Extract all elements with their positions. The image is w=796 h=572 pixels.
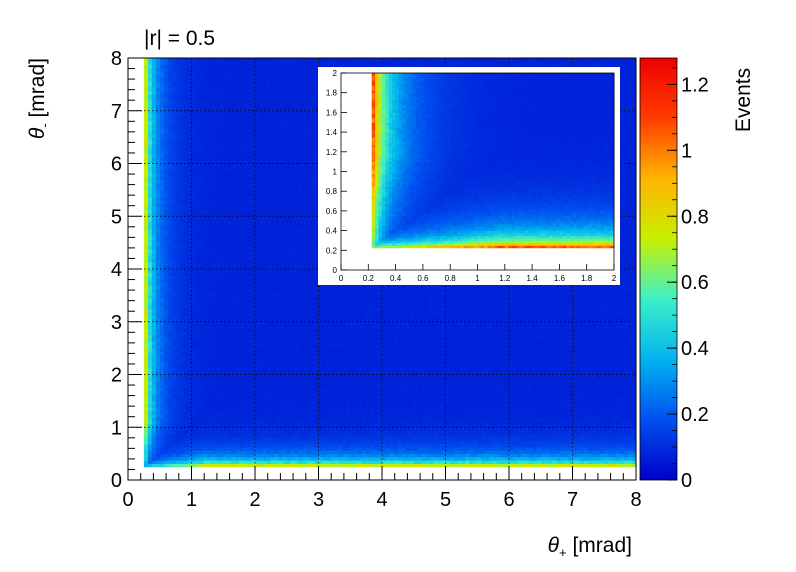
inset-panel: 0 0.2 0.4 0.6 0.8 1 1.2 1.4 1.6 1.8 2 0 0.2 0.4 0.6 0.… bbox=[318, 67, 620, 285]
y-axis-unit: [mrad] bbox=[26, 58, 49, 123]
inset-x-tick-label: 1.2 bbox=[499, 274, 511, 283]
y-tick-label: 2 bbox=[111, 365, 122, 387]
z-tick-label: 0.8 bbox=[681, 206, 709, 228]
y-axis-symbol: θ bbox=[26, 127, 49, 139]
inset-y-tick-label: 0.4 bbox=[326, 227, 338, 236]
x-tick-label: 4 bbox=[376, 489, 387, 511]
y-axis-label: θ- [mrad] bbox=[26, 58, 52, 139]
inset-y-tick-label: 1.2 bbox=[326, 148, 338, 157]
z-tick-label: 0.2 bbox=[681, 404, 709, 426]
y-tick-label: 5 bbox=[111, 206, 122, 228]
inset-x-tick-label: 1.8 bbox=[581, 274, 593, 283]
y-tick-label: 1 bbox=[111, 417, 122, 439]
chart-title: |r| = 0.5 bbox=[144, 27, 215, 50]
x-tick-label: 5 bbox=[440, 489, 451, 511]
inset-y-tick-label: 1 bbox=[333, 168, 338, 177]
z-tick-label: 1.2 bbox=[681, 74, 709, 96]
inset-x-tick-label: 0.8 bbox=[445, 274, 457, 283]
inset-x-tick-label: 1.6 bbox=[554, 274, 566, 283]
z-axis-label: Events bbox=[732, 68, 755, 132]
inset-y-tick-label: 1.4 bbox=[326, 128, 338, 137]
inset-y-tick-label: 0 bbox=[333, 266, 338, 275]
inset-x-tick-label: 0 bbox=[339, 274, 344, 283]
inset-x-tick-label: 0.4 bbox=[390, 274, 402, 283]
inset-x-tick-label: 2 bbox=[612, 274, 617, 283]
inset-plot-area bbox=[372, 73, 615, 248]
x-axis-subscript: + bbox=[559, 545, 567, 560]
z-tick-label: 0.4 bbox=[681, 338, 709, 360]
inset-x-tick-label: 1 bbox=[475, 274, 480, 283]
inset-y-tick-label: 1.8 bbox=[326, 89, 338, 98]
x-tick-label: 1 bbox=[186, 489, 197, 511]
inset-y-tick-label: 0.8 bbox=[326, 187, 338, 196]
x-tick-label: 6 bbox=[503, 489, 514, 511]
inset-x-tick-label: 1.4 bbox=[527, 274, 539, 283]
y-tick-label: 3 bbox=[111, 312, 122, 334]
y-tick-label: 4 bbox=[111, 259, 122, 281]
inset-y-tick-label: 2 bbox=[333, 69, 338, 78]
inset-y-tick-label: 1.6 bbox=[326, 108, 338, 117]
x-tick-label: 0 bbox=[122, 489, 133, 511]
x-axis-symbol: θ bbox=[548, 534, 560, 557]
x-axis-label: θ+ [mrad] bbox=[548, 534, 632, 560]
inset-x-tick-label: 0.6 bbox=[417, 274, 429, 283]
inset-y-tick-label: 0.6 bbox=[326, 207, 338, 216]
z-tick-label: 0.6 bbox=[681, 272, 709, 294]
inset-y-tick-label: 0.2 bbox=[326, 246, 338, 255]
y-tick-label: 8 bbox=[111, 48, 122, 70]
x-tick-label: 8 bbox=[630, 489, 641, 511]
x-tick-label: 2 bbox=[249, 489, 260, 511]
z-tick-label: 0 bbox=[681, 470, 692, 492]
y-tick-label: 0 bbox=[111, 470, 122, 492]
x-axis-unit: [mrad] bbox=[567, 534, 632, 557]
y-tick-label: 6 bbox=[111, 154, 122, 176]
color-scale-bar bbox=[640, 58, 677, 480]
inset-x-tick-label: 0.2 bbox=[363, 274, 375, 283]
x-tick-label: 7 bbox=[567, 489, 578, 511]
x-tick-label: 3 bbox=[313, 489, 324, 511]
y-tick-label: 7 bbox=[111, 101, 122, 123]
z-tick-label: 1 bbox=[681, 140, 692, 162]
